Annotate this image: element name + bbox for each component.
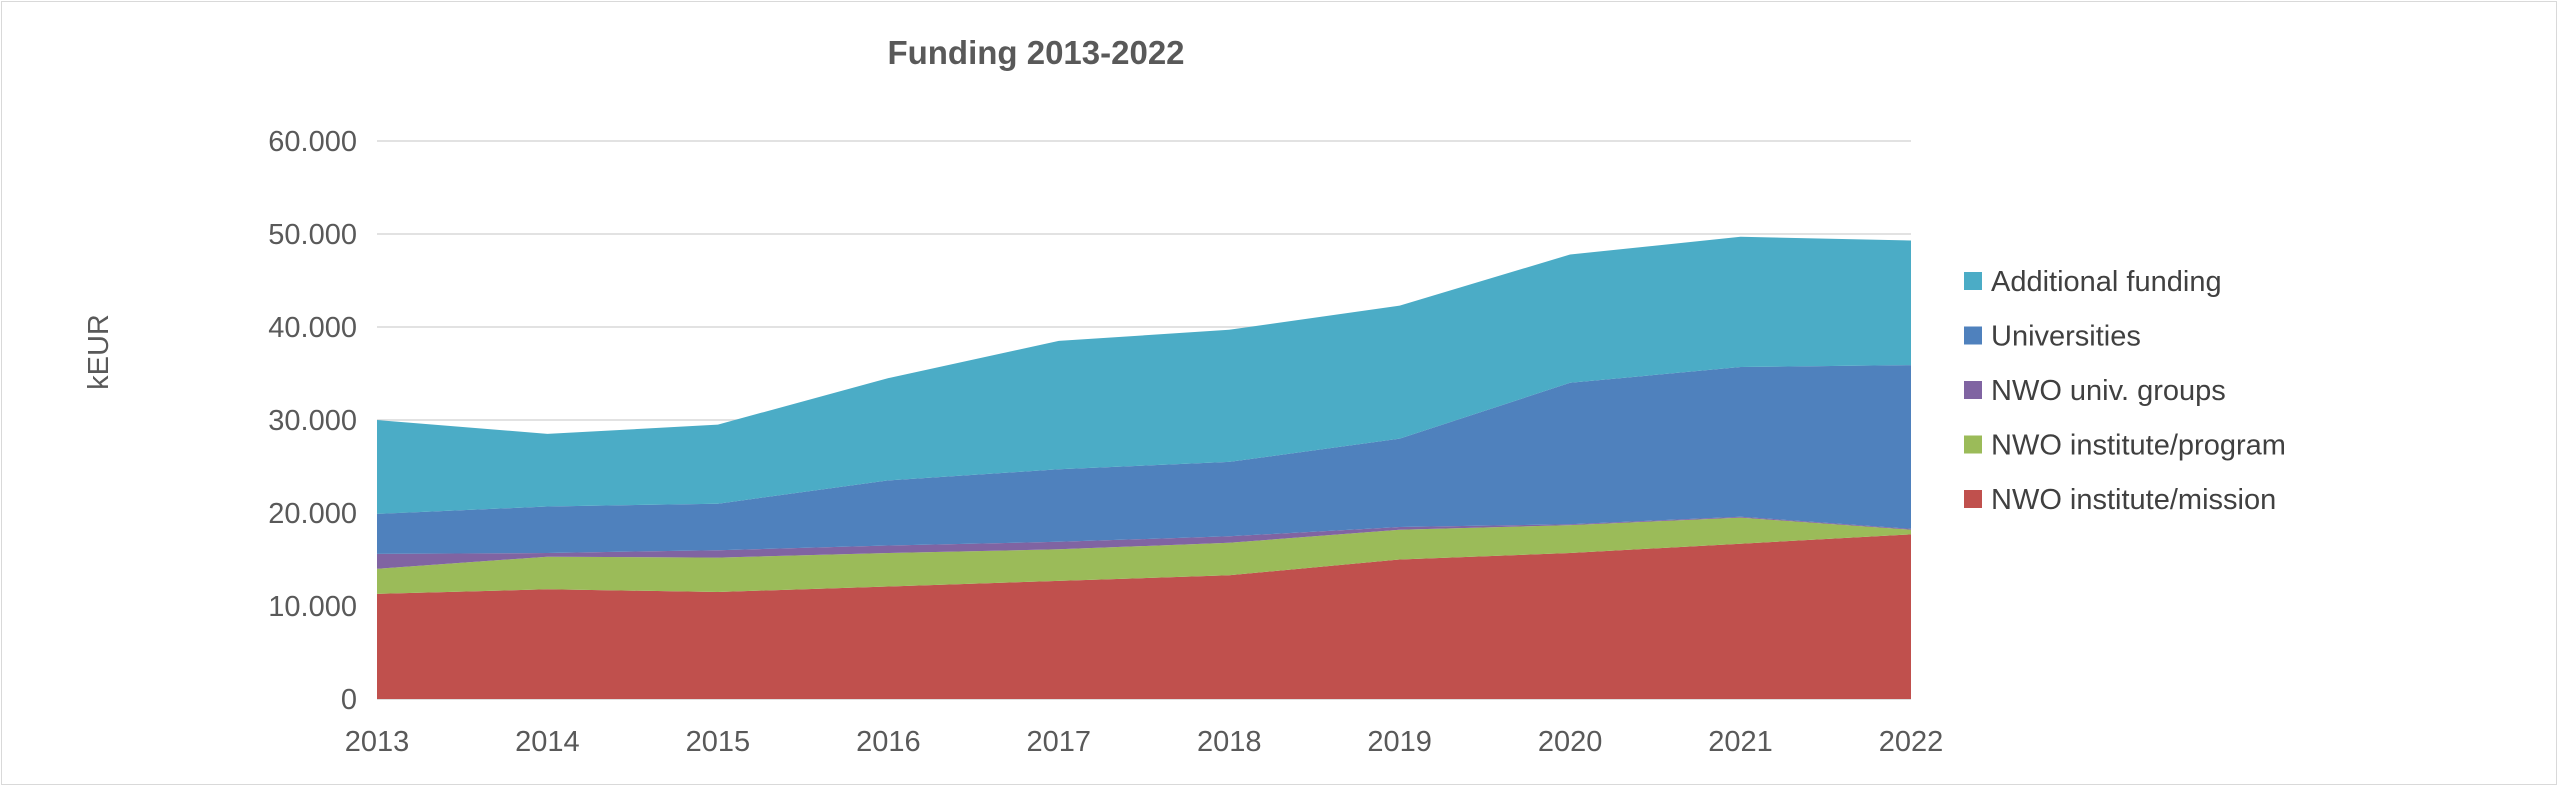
legend-item: NWO institute/mission <box>1964 484 2276 516</box>
legend-swatch <box>1964 490 1982 508</box>
y-tick-label: 10.000 <box>268 591 357 623</box>
legend-swatch <box>1964 435 1982 454</box>
x-tick-label: 2014 <box>515 726 580 758</box>
area-universities <box>377 365 1911 554</box>
legend-swatch <box>1964 381 1982 399</box>
x-tick-label: 2013 <box>345 726 410 758</box>
area-nwo-institute-program <box>377 517 1911 594</box>
legend-label: NWO univ. groups <box>1991 375 2226 407</box>
area-additional-funding <box>377 236 1911 514</box>
x-tick-label: 2018 <box>1197 726 1262 758</box>
x-tick-labels: 2013 2014 2015 2016 2017 2018 2019 2020 2021 2022 <box>345 726 1944 758</box>
y-tick-label: 20.000 <box>268 498 357 530</box>
x-tick-label: 2020 <box>1538 726 1603 758</box>
y-tick-labels: 0 10.000 20.000 30.000 40.000 50.000 60.000 <box>268 126 357 716</box>
legend-swatch <box>1964 326 1982 345</box>
y-axis-label: kEUR <box>83 314 115 390</box>
y-tick-label: 30.000 <box>268 405 357 437</box>
legend-label: Universities <box>1991 321 2141 353</box>
x-tick-label: 2019 <box>1367 726 1432 758</box>
legend-item: Universities <box>1964 321 2141 353</box>
x-tick-label: 2021 <box>1708 726 1773 758</box>
x-tick-label: 2015 <box>686 726 751 758</box>
x-tick-label: 2017 <box>1027 726 1092 758</box>
legend-item: Additional funding <box>1964 266 2222 298</box>
chart-title: Funding 2013-2022 <box>887 34 1184 71</box>
legend-item: NWO univ. groups <box>1964 375 2226 407</box>
area-nwo-univ-groups <box>377 516 1911 569</box>
x-tick-label: 2022 <box>1879 726 1944 758</box>
legend-label: NWO institute/program <box>1991 430 2286 462</box>
y-tick-label: 40.000 <box>268 312 357 344</box>
y-tick-label: 50.000 <box>268 219 357 251</box>
x-tick-label: 2016 <box>856 726 921 758</box>
legend: Additional funding Universities NWO univ. … <box>1964 266 2286 516</box>
area-nwo-institute-mission <box>377 534 1911 699</box>
legend-item: NWO institute/program <box>1964 430 2286 462</box>
legend-label: NWO institute/mission <box>1991 484 2276 516</box>
y-tick-label: 60.000 <box>268 126 357 158</box>
y-tick-label: 0 <box>341 684 357 716</box>
area-series-layer <box>377 236 1911 699</box>
legend-label: Additional funding <box>1991 266 2222 298</box>
legend-swatch <box>1964 272 1982 290</box>
